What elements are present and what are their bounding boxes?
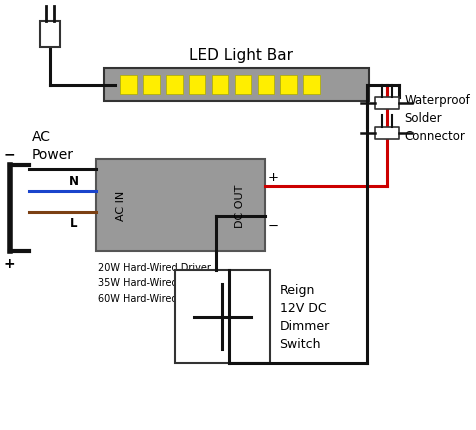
Bar (188, 76, 205, 95)
Text: LED Light Bar: LED Light Bar (189, 48, 293, 63)
Bar (280, 76, 297, 95)
Text: Reign
12V DC
Dimmer
Switch: Reign 12V DC Dimmer Switch (279, 283, 329, 350)
Text: L: L (69, 216, 77, 229)
Bar (95, 159, 265, 252)
Text: 20W Hard-Wired Driver
35W Hard-Wired Driver
60W Hard-Wired Driver: 20W Hard-Wired Driver 35W Hard-Wired Dri… (98, 262, 210, 303)
Bar (165, 76, 182, 95)
Text: +: + (4, 257, 15, 270)
Text: −: − (4, 147, 15, 160)
Bar (142, 76, 159, 95)
Text: −: − (267, 220, 278, 233)
Text: N: N (69, 175, 79, 188)
Bar (40, 22, 60, 48)
Text: AC IN: AC IN (116, 190, 126, 221)
Text: DC OUT: DC OUT (234, 184, 244, 227)
Bar (211, 76, 228, 95)
Bar (374, 128, 398, 140)
Text: AC
Power: AC Power (31, 130, 73, 161)
Text: +: + (267, 171, 278, 184)
Bar (374, 98, 398, 110)
Bar (175, 271, 269, 363)
Bar (257, 76, 274, 95)
Text: Waterproof
Solder
Connector: Waterproof Solder Connector (404, 94, 469, 143)
Bar (234, 76, 251, 95)
Bar (104, 69, 368, 101)
Bar (303, 76, 319, 95)
Bar (119, 76, 136, 95)
